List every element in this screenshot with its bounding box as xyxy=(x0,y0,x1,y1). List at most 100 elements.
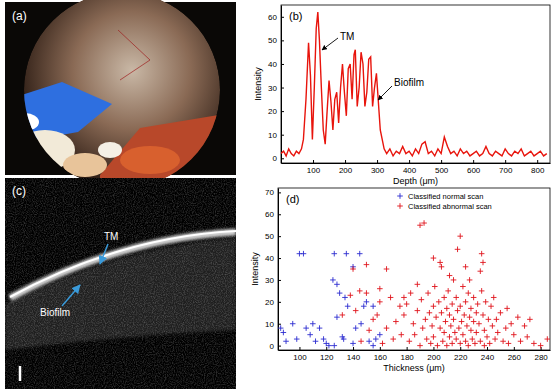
point xyxy=(366,338,372,344)
tick-mark xyxy=(505,160,506,163)
tick-mark xyxy=(281,40,284,41)
point xyxy=(492,336,498,342)
panel-label: (c) xyxy=(12,184,26,198)
figure: (a)(c)TMBiofilm1002003004005006007008000… xyxy=(0,0,556,389)
point xyxy=(518,338,524,344)
annotation: TM xyxy=(104,231,118,242)
point xyxy=(310,321,316,327)
point xyxy=(478,338,484,344)
tick: 0 xyxy=(270,342,281,351)
point xyxy=(436,299,442,305)
tick-label: 200 xyxy=(427,353,441,362)
point xyxy=(538,343,544,349)
point xyxy=(451,277,457,283)
tick: 20 xyxy=(268,107,284,116)
point xyxy=(476,321,482,327)
oct-background xyxy=(5,178,236,389)
tick-mark xyxy=(407,347,408,350)
point xyxy=(398,332,404,338)
photo-panel: (a) xyxy=(5,0,236,190)
point xyxy=(467,314,473,320)
point xyxy=(474,310,480,316)
tick-label: 20 xyxy=(268,107,277,116)
point xyxy=(545,336,550,342)
y-axis: 0102030405060 xyxy=(268,6,284,164)
point xyxy=(479,288,485,294)
tick: 160 xyxy=(374,347,388,362)
point xyxy=(503,325,509,331)
point xyxy=(491,295,497,301)
point xyxy=(447,273,453,279)
annotation-arrow xyxy=(100,244,108,264)
point xyxy=(321,336,327,342)
point xyxy=(432,284,438,290)
point xyxy=(326,343,332,349)
point xyxy=(460,284,466,290)
line-chart: 1002003004005006007008000102030405060Dep… xyxy=(253,5,551,186)
point xyxy=(331,343,337,349)
point xyxy=(423,317,429,323)
point xyxy=(451,317,457,323)
point xyxy=(433,314,439,320)
tick: 100 xyxy=(307,160,321,175)
scale-bar xyxy=(19,366,22,381)
point xyxy=(366,327,372,333)
tick-label: 40 xyxy=(268,60,277,69)
point xyxy=(463,299,469,305)
point xyxy=(388,295,394,301)
tick-mark xyxy=(487,347,488,350)
legend-marker xyxy=(397,193,403,199)
point xyxy=(390,336,396,342)
tick-label: 160 xyxy=(374,353,388,362)
legend-label: Classified normal scan xyxy=(408,192,483,201)
point xyxy=(384,325,390,331)
panel-label: (a) xyxy=(12,9,27,23)
tick-label: 10 xyxy=(268,131,277,140)
tick: 220 xyxy=(454,347,468,362)
point xyxy=(484,334,490,340)
point xyxy=(500,338,506,344)
legend-label: Classified abnormal scan xyxy=(408,202,492,211)
point xyxy=(457,303,463,309)
point xyxy=(508,321,514,327)
tm-band xyxy=(10,232,236,298)
point xyxy=(439,310,445,316)
tick-mark xyxy=(441,160,442,163)
point xyxy=(374,312,380,318)
point xyxy=(468,327,474,333)
tick: 70 xyxy=(265,188,281,197)
tick: 300 xyxy=(371,160,385,175)
point xyxy=(437,325,443,331)
point xyxy=(457,341,463,347)
point xyxy=(331,251,337,257)
reflection xyxy=(63,153,107,177)
tick-mark xyxy=(377,160,378,163)
point xyxy=(340,312,346,318)
legend: Classified normal scanClassified abnorma… xyxy=(397,192,492,211)
point xyxy=(290,321,296,327)
point xyxy=(461,312,467,318)
annotation: Biofilm xyxy=(40,307,70,318)
point xyxy=(459,319,465,325)
y-axis-title: Intensity xyxy=(250,252,260,286)
point xyxy=(380,341,386,347)
tick-mark xyxy=(345,160,346,163)
point xyxy=(449,341,455,347)
point xyxy=(417,343,423,349)
tick-label: 400 xyxy=(403,166,417,175)
tick-label: 60 xyxy=(265,210,274,219)
tick-mark xyxy=(278,192,281,193)
axis-line xyxy=(278,189,279,351)
x-axis-title: Thickness (μm) xyxy=(383,363,445,373)
point xyxy=(478,268,484,274)
vessel xyxy=(118,30,150,80)
point xyxy=(506,341,512,347)
point xyxy=(421,220,427,226)
point xyxy=(474,330,480,336)
point xyxy=(370,317,376,323)
plot-frame xyxy=(281,5,550,163)
reflection xyxy=(98,142,122,158)
tick-mark xyxy=(281,111,284,112)
panel-label: (d) xyxy=(286,193,299,205)
tick: 800 xyxy=(531,160,545,175)
